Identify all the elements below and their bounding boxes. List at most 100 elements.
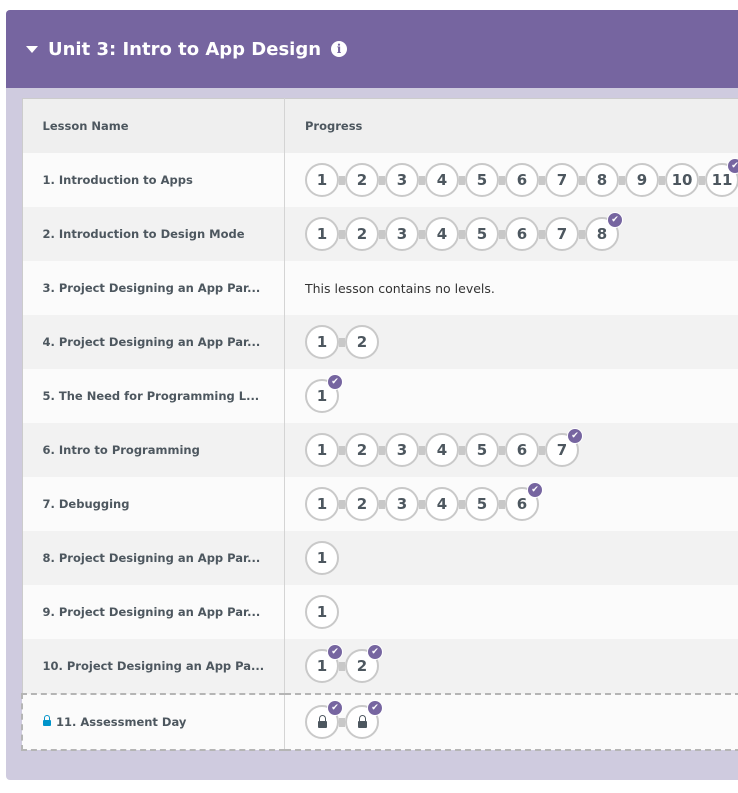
info-icon[interactable]: i xyxy=(331,41,348,57)
lesson-name[interactable]: 8. Project Designing an App Par... xyxy=(42,551,261,565)
check-icon: ✔ xyxy=(607,212,623,228)
level-bubble[interactable]: 3 xyxy=(385,163,419,197)
lesson-name-cell[interactable]: 9. Project Designing an App Par... xyxy=(21,585,285,639)
lesson-name[interactable]: 11. Assessment Day xyxy=(56,715,187,729)
level-bubble[interactable]: 6 ✔ xyxy=(505,482,543,521)
level-bubble[interactable]: 5 xyxy=(465,487,499,521)
table-row: 7. Debugging 1 2 3 4 5 6 ✔ xyxy=(21,477,738,531)
level-bubble[interactable]: 7 xyxy=(545,217,579,251)
level-bubble[interactable]: 1 xyxy=(305,541,339,575)
level-bubble[interactable]: 5 xyxy=(465,433,499,467)
level-bubble[interactable]: 6 xyxy=(505,163,539,197)
level-bubble[interactable]: 8 ✔ xyxy=(585,212,623,251)
level-bubble[interactable]: 1 xyxy=(305,217,339,251)
level-bubble[interactable]: 5 xyxy=(465,163,499,197)
level-bubble[interactable]: 2 ✔ xyxy=(345,644,383,683)
level-number: 9 xyxy=(625,163,659,197)
lesson-name-cell[interactable]: 2. Introduction to Design Mode xyxy=(21,207,285,261)
bubble-connector xyxy=(339,337,345,347)
level-bubble[interactable]: 3 xyxy=(385,487,419,521)
lesson-name[interactable]: 4. Project Designing an App Par... xyxy=(42,335,261,349)
table-row: 6. Intro to Programming 1 2 3 4 5 6 7 ✔ xyxy=(21,423,738,477)
level-bubble[interactable]: 7 ✔ xyxy=(545,428,583,467)
level-number: 3 xyxy=(385,487,419,521)
level-number: 7 xyxy=(545,217,579,251)
level-bubble[interactable]: 11 ✔ xyxy=(705,158,738,197)
table-row: 10. Project Designing an App Pa... 1 ✔ 2 ✔ xyxy=(21,639,738,694)
level-bubble[interactable]: 4 xyxy=(425,487,459,521)
caret-down-icon[interactable] xyxy=(26,45,38,53)
level-bubble[interactable]: 7 xyxy=(545,163,579,197)
lesson-name-cell[interactable]: 5. The Need for Programming L... xyxy=(21,369,285,423)
bubble-connector xyxy=(419,445,425,455)
level-bubble[interactable]: 5 xyxy=(465,217,499,251)
lesson-name[interactable]: 7. Debugging xyxy=(42,497,130,511)
bubble-connector xyxy=(379,175,385,185)
bubble-connector xyxy=(539,229,545,239)
progress-cell: ✔ ✔ xyxy=(284,693,738,751)
level-bubble[interactable]: 2 xyxy=(345,163,379,197)
bubble-connector xyxy=(339,717,345,727)
lesson-name-cell[interactable]: 8. Project Designing an App Par... xyxy=(21,531,285,585)
lesson-name[interactable]: 10. Project Designing an App Pa... xyxy=(42,659,265,673)
progress-bubbles: 1 2 3 4 5 6 7 8 ✔ xyxy=(305,212,738,251)
level-bubble[interactable]: 4 xyxy=(425,433,459,467)
level-bubble[interactable]: 3 xyxy=(385,217,419,251)
level-bubble[interactable]: 1 xyxy=(305,595,339,629)
level-bubble[interactable]: 4 xyxy=(425,217,459,251)
level-bubble[interactable]: 8 xyxy=(585,163,619,197)
lesson-name-cell[interactable]: 10. Project Designing an App Pa... xyxy=(21,639,285,694)
bubble-connector xyxy=(699,175,705,185)
level-bubble[interactable]: 2 xyxy=(345,487,379,521)
check-icon: ✔ xyxy=(327,374,343,390)
progress-bubbles: 1 xyxy=(305,595,738,629)
lesson-name-cell[interactable]: 11. Assessment Day xyxy=(21,693,285,751)
level-number: 7 xyxy=(545,163,579,197)
lessons-table: Lesson Name Progress 1. Introduction to … xyxy=(21,98,738,751)
level-bubble[interactable]: ✔ xyxy=(305,700,343,739)
level-number: 6 xyxy=(505,163,539,197)
level-bubble[interactable]: 2 xyxy=(345,217,379,251)
check-icon: ✔ xyxy=(567,428,583,444)
level-number: 1 xyxy=(305,487,339,521)
lesson-name[interactable]: 6. Intro to Programming xyxy=(42,443,200,457)
level-bubble[interactable]: 6 xyxy=(505,217,539,251)
lesson-name[interactable]: 1. Introduction to Apps xyxy=(42,173,193,187)
lesson-name-cell[interactable]: 7. Debugging xyxy=(21,477,285,531)
level-bubble[interactable]: 1 xyxy=(305,163,339,197)
level-bubble[interactable]: 2 xyxy=(345,325,379,359)
lesson-name[interactable]: 3. Project Designing an App Par... xyxy=(42,281,261,295)
level-bubble[interactable]: 1 xyxy=(305,487,339,521)
level-bubble[interactable]: 1 ✔ xyxy=(305,374,343,413)
lesson-name-cell[interactable]: 1. Introduction to Apps xyxy=(21,153,285,207)
level-bubble[interactable]: 1 xyxy=(305,433,339,467)
header-lesson-name: Lesson Name xyxy=(21,98,285,153)
lesson-name[interactable]: 5. The Need for Programming L... xyxy=(42,389,260,403)
lesson-name[interactable]: 2. Introduction to Design Mode xyxy=(42,227,245,241)
level-bubble[interactable]: 6 xyxy=(505,433,539,467)
level-bubble[interactable]: 4 xyxy=(425,163,459,197)
level-number: 4 xyxy=(425,487,459,521)
level-bubble[interactable]: 9 xyxy=(625,163,659,197)
bubble-connector xyxy=(419,175,425,185)
lesson-name-cell[interactable]: 4. Project Designing an App Par... xyxy=(21,315,285,369)
bubble-connector xyxy=(579,175,585,185)
level-bubble[interactable]: 2 xyxy=(345,433,379,467)
table-row: 3. Project Designing an App Par... This l… xyxy=(21,261,738,315)
level-bubble[interactable]: 10 xyxy=(665,163,699,197)
unit-header[interactable]: Unit 3: Intro to App Design i xyxy=(6,10,738,88)
bubble-connector xyxy=(499,229,505,239)
bubble-connector xyxy=(459,175,465,185)
level-bubble[interactable]: ✔ xyxy=(345,700,383,739)
level-bubble[interactable]: 1 ✔ xyxy=(305,644,343,683)
table-row: 2. Introduction to Design Mode 1 2 3 4 5 6 7 8 ✔ xyxy=(21,207,738,261)
lesson-name[interactable]: 9. Project Designing an App Par... xyxy=(42,605,261,619)
level-bubble[interactable]: 3 xyxy=(385,433,419,467)
lesson-name-cell[interactable]: 6. Intro to Programming xyxy=(21,423,285,477)
lesson-name-cell[interactable]: 3. Project Designing an App Par... xyxy=(21,261,285,315)
bubble-connector xyxy=(379,499,385,509)
bubble-connector xyxy=(379,229,385,239)
level-bubble[interactable]: 1 xyxy=(305,325,339,359)
level-number: 2 xyxy=(345,217,379,251)
